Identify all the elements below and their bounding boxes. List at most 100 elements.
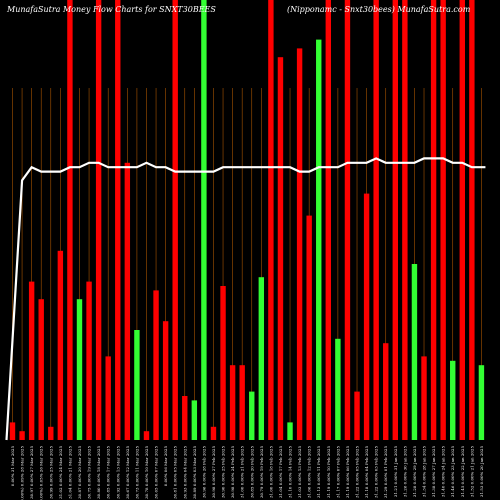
- x-tick-label: 30.75 0.00% 19 Mar 2025: [87, 446, 92, 499]
- x-tick-label: 31.04 0.00% 21 Mar 2025: [67, 446, 72, 499]
- money-flow-bar: [478, 365, 485, 440]
- money-flow-bar: [105, 356, 111, 440]
- money-flow-bar: [402, 0, 408, 440]
- money-flow-bar: [383, 343, 389, 440]
- money-flow-bar: [48, 426, 54, 440]
- money-flow-bar: [172, 0, 178, 440]
- x-tick-label: 30.73 0.00% 11 Mar 2025: [134, 446, 139, 499]
- money-flow-bar: [162, 321, 169, 440]
- x-tick-label: 30.93 0.00% 04 Mar 2025: [182, 446, 187, 499]
- x-tick-label: 31.46 0.00% 23 Jan 2025: [450, 446, 455, 498]
- x-tick-label: 30.78 0.00% 10 Mar 2025: [144, 446, 149, 499]
- x-tick-label: 31.26 0.00% 30 Jan 2025: [402, 446, 407, 498]
- x-tick-label: 31.52 0.00% 21 Jan 2025: [469, 446, 474, 498]
- x-tick-label: 30.90 0.00% 25 Feb 2025: [221, 446, 226, 498]
- x-tick-label: 31.28 0.00% 29 Jan 2025: [412, 446, 417, 498]
- x-tick-label: 31.19 0.00% 10 Feb 2025: [326, 446, 331, 498]
- x-tick-label: 30.87 0.00% 20 Mar 2025: [77, 446, 82, 499]
- money-flow-bar: [469, 0, 475, 440]
- money-flow-bar: [67, 0, 73, 440]
- money-flow-bar: [95, 0, 102, 440]
- x-tick-label: 31.00 0.00% 21 Feb 2025: [240, 446, 245, 498]
- x-tick-label: 30.85 0.00% 17 Mar 2025: [106, 446, 111, 499]
- x-tick-label: (0.00%) 0.05% 26 Mar 2025: [39, 446, 44, 500]
- money-flow-bar: [373, 0, 379, 440]
- chart-title-left: MunafaSutra Money Flow Charts for SNXT30…: [6, 5, 216, 14]
- x-tick-label: 30.67 0.00% 12 Mar 2025: [125, 446, 130, 499]
- money-flow-bar: [220, 286, 226, 440]
- money-flow-bar: [430, 0, 437, 440]
- money-flow-bar: [440, 0, 446, 440]
- money-flow-bar: [143, 431, 150, 440]
- x-tick-label: 31.03 0.00% 13 Feb 2025: [297, 446, 302, 498]
- money-flow-bar: [201, 0, 207, 440]
- chart-title-right: (Nipponamc - Snxt30bees) MunafaSutra.com: [287, 5, 471, 14]
- x-tick-label: 30.65 0.00% 07 Mar 2025: [154, 446, 159, 499]
- money-flow-bar: [306, 215, 312, 440]
- money-flow-bar: [124, 162, 131, 441]
- x-tick-label: 30.79 0.00% 19 Feb 2025: [259, 446, 264, 498]
- x-axis-tick-labels: 0.00% 31 Mar 2025 (0.00%) 0.09% 28 Mar 20…: [10, 446, 484, 500]
- x-tick-label: 31.06 0.00% 12 Feb 2025: [307, 446, 312, 498]
- money-flow-bar: [76, 299, 83, 440]
- money-flow-bar: [115, 0, 121, 440]
- money-flow-bar: [249, 391, 255, 440]
- x-tick-label: 31.00 0.00% 18 Feb 2025: [268, 446, 273, 498]
- x-tick-label: 30.81 0.00% 05 Mar 2025: [173, 446, 178, 499]
- x-tick-label: 31.13 0.00% 11 Feb 2025: [316, 446, 321, 498]
- x-tick-label: 31.21 0.00% 31 Jan 2025: [393, 446, 398, 498]
- x-tick-label: 31.53 0.00% 20 Jan 2025: [479, 446, 484, 498]
- money-flow-bar: [9, 422, 16, 440]
- x-tick-label: 31.04 0.00% 17 Feb 2025: [278, 446, 283, 498]
- money-flow-bar: [344, 0, 351, 440]
- x-tick-label: 30.92 0.00% 13 Mar 2025: [115, 446, 120, 499]
- x-tick-label: (0.00%) 0.09% 28 Mar 2025: [20, 446, 25, 500]
- x-tick-label: 31.17 0.00% 07 Feb 2025: [335, 446, 340, 498]
- money-flow-bar: [38, 299, 44, 440]
- money-flow-bar: [363, 193, 370, 440]
- money-flow-bar: [57, 250, 64, 440]
- money-flow-bar: [411, 264, 418, 440]
- x-tick-label: 0.00% 06 Mar 2025: [163, 446, 168, 487]
- money-flow-bar: [191, 400, 198, 440]
- x-tick-label: 31.10 0.00% 14 Feb 2025: [288, 446, 293, 498]
- money-flow-bar: [392, 0, 398, 440]
- x-tick-label: 30.85 0.00% 20 Feb 2025: [249, 446, 254, 498]
- money-flow-bar: [182, 396, 188, 440]
- money-flow-bar: [258, 277, 265, 440]
- money-flow-bar: [459, 0, 465, 440]
- x-tick-label: 31.34 0.00% 28 Jan 2025: [422, 446, 427, 498]
- x-tick-label: 30.89 0.00% 03 Mar 2025: [192, 446, 197, 499]
- money-flow-bar: [210, 426, 217, 440]
- money-flow-bar: [316, 39, 322, 440]
- money-flow-bar: [19, 431, 25, 440]
- x-tick-label: 31.45 0.00% 22 Jan 2025: [460, 446, 465, 498]
- money-flow-bar: [287, 422, 293, 440]
- x-tick-label: 30.99 0.00% 25 Mar 2025: [48, 446, 53, 499]
- x-tick-label: 30.96 0.00% 28 Feb 2025: [201, 446, 206, 498]
- money-flow-bar: [28, 281, 35, 440]
- money-flow-bar: [277, 57, 284, 440]
- money-flow-bar: [450, 360, 456, 440]
- money-flow-bar: [354, 391, 360, 440]
- money-flow-bar: [421, 356, 427, 440]
- money-flow-bar: [86, 281, 92, 440]
- x-tick-label: 30.80 0.00% 18 Mar 2025: [96, 446, 101, 499]
- x-tick-label: 31.38 0.00% 27 Jan 2025: [431, 446, 436, 498]
- x-tick-label: 31.19 0.00% 06 Feb 2025: [345, 446, 350, 498]
- money-flow-bar: [229, 365, 236, 440]
- money-flow-bars: [9, 0, 485, 441]
- x-tick-label: 30.98 0.00% 27 Feb 2025: [211, 446, 216, 498]
- money-flow-bar: [268, 0, 274, 440]
- x-tick-label: 31.29 0.00% 01 Feb 2025: [383, 446, 388, 498]
- money-flow-bar: [153, 290, 159, 440]
- price-line: [5, 157, 486, 441]
- money-flow-bar: [134, 330, 140, 440]
- x-tick-label: 31.02 0.00% 24 Mar 2025: [58, 446, 63, 499]
- money-flow-bar: [335, 338, 341, 440]
- x-tick-label: 31.22 0.00% 03 Feb 2025: [374, 446, 379, 498]
- x-tick-label: 30.97 0.00% 27 Mar 2025: [29, 446, 34, 499]
- money-flow-bar: [239, 365, 245, 440]
- x-tick-label: 30.98 0.00% 24 Feb 2025: [230, 446, 235, 498]
